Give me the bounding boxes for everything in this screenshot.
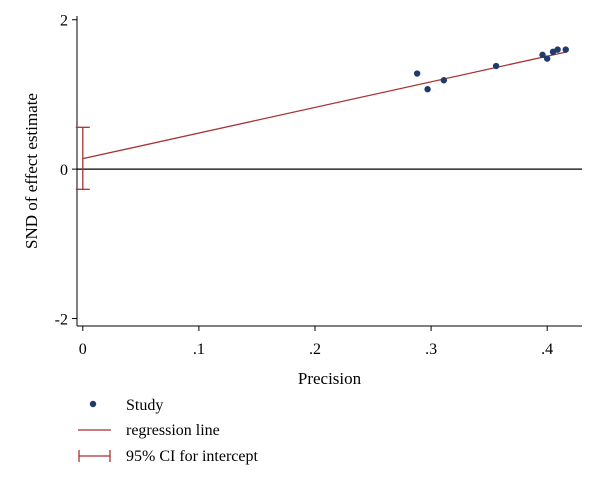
study-point [554,46,561,53]
x-tick-label: 0 [79,341,87,358]
x-tick-label: .3 [425,341,437,358]
plot-area [75,46,582,190]
study-point [539,51,546,59]
y-axis-title: SND of effect estimate [22,93,41,249]
study-point [424,86,431,93]
axes: -2 0 2 0 .1 .2 .3 .4 Precision SND of effect esti… [22,13,582,388]
x-tick-label: .2 [309,341,321,358]
regression-line [82,51,566,160]
y-tick-label: 0 [60,162,68,179]
y-tick-label: -2 [55,312,68,329]
study-point [492,62,500,70]
study-point [440,77,448,84]
x-axis-title: Precision [298,369,362,388]
legend-regression-label: regression line [126,422,220,439]
study-point [413,70,421,77]
study-point [562,46,569,53]
y-tick-label: 2 [60,13,68,30]
legend-study-marker [89,400,97,408]
legend: Study regression line 95% CI for intercept [78,397,259,465]
study-point [543,55,551,62]
x-tick-label: .4 [541,341,553,358]
legend-ci-label: 95% CI for intercept [126,448,259,465]
x-tick-label: .1 [193,341,205,358]
legend-study-label: Study [126,397,163,414]
